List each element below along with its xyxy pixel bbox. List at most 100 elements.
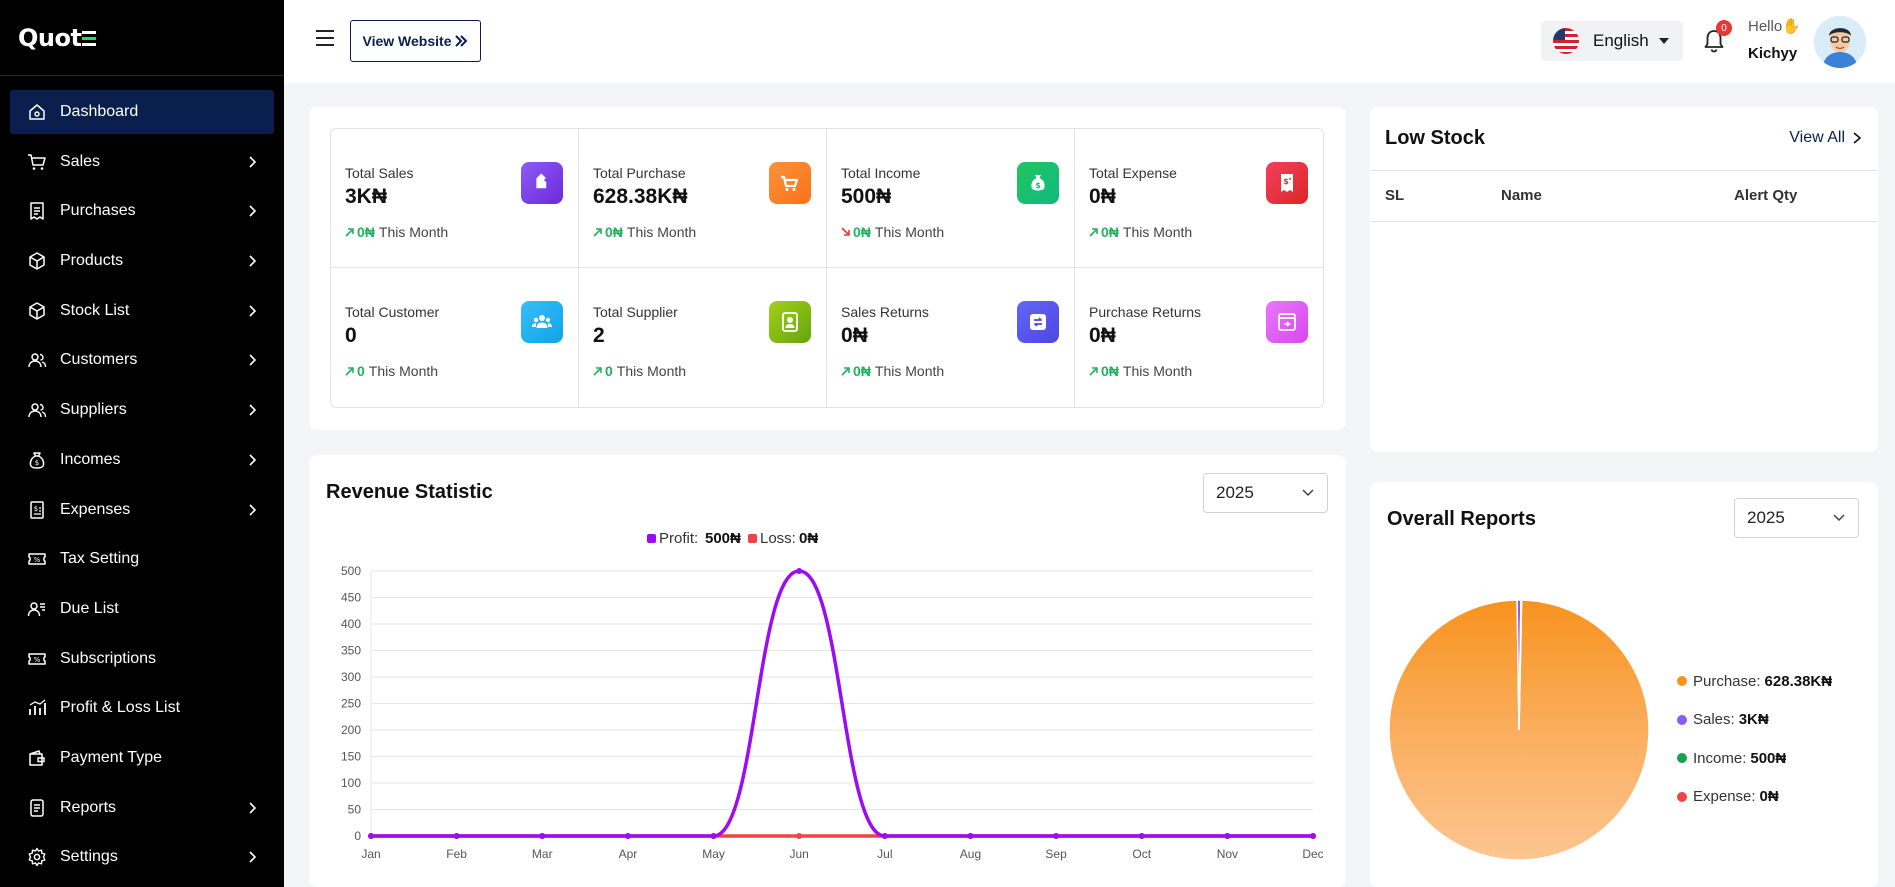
bar-chart-icon xyxy=(29,699,46,716)
sidebar-item-dashboard[interactable]: Dashboard xyxy=(10,90,274,134)
svg-text:$: $ xyxy=(1283,177,1289,186)
sidebar-item-payment-type[interactable]: Payment Type xyxy=(10,736,274,780)
legend-value: 628.38K₦ xyxy=(1764,672,1833,690)
trend-up-icon xyxy=(593,367,602,376)
sidebar-item-expenses[interactable]: $ Expenses xyxy=(10,488,274,532)
overall-year-select[interactable]: 2025 xyxy=(1734,498,1859,538)
legend-value: 0₦ xyxy=(1759,788,1779,806)
return-box-icon xyxy=(1278,313,1296,331)
double-chevron-right-icon xyxy=(455,35,468,47)
chevron-right-icon xyxy=(1853,132,1862,144)
x-tick-label: Jun xyxy=(790,847,809,861)
data-point-profit xyxy=(1224,833,1231,839)
stat-label: Total Income xyxy=(841,165,921,181)
tag-icon xyxy=(536,173,548,189)
data-point-profit xyxy=(539,833,546,839)
return-icon xyxy=(1030,314,1046,330)
svg-text:$: $ xyxy=(35,459,39,467)
chevron-right-icon xyxy=(249,503,257,516)
view-all-link[interactable]: View All xyxy=(1789,129,1864,147)
legend-item-income[interactable]: Income: 500₦ xyxy=(1677,739,1832,778)
sidebar-item-products[interactable]: Products xyxy=(10,239,274,283)
sidebar-item-sales[interactable]: Sales xyxy=(10,140,274,184)
stat-footer: 0 This Month xyxy=(345,363,438,379)
stat-footer: 0₦ This Month xyxy=(345,224,448,240)
stat-icon-badge xyxy=(521,162,563,204)
chevron-down-icon xyxy=(1833,514,1845,522)
sidebar-item-profit-and-loss-list[interactable]: Profit & Loss List xyxy=(10,686,274,730)
cart-icon xyxy=(28,153,46,170)
report-icon xyxy=(30,798,44,817)
svg-text:$: $ xyxy=(34,505,38,513)
stat-icon-badge xyxy=(521,301,563,343)
y-tick-label: 300 xyxy=(341,670,361,684)
stat-tile-total-expense: Total Expense 0₦ 0₦ This Month $ xyxy=(1075,129,1323,268)
data-point-profit xyxy=(624,833,631,839)
avatar-image xyxy=(1814,16,1866,68)
x-tick-label: Nov xyxy=(1217,847,1238,861)
stat-label: Total Customer xyxy=(345,304,440,320)
users-icon xyxy=(28,353,47,368)
sidebar-item-purchases[interactable]: Purchases xyxy=(10,189,274,233)
sidebar-item-due-list[interactable]: Due List xyxy=(10,587,274,631)
y-tick-label: 400 xyxy=(341,617,361,631)
legend-value: 500₦ xyxy=(705,530,741,547)
sidebar-item-tax-setting[interactable]: % Tax Setting xyxy=(10,537,274,581)
pie-slice-income[interactable] xyxy=(1518,599,1523,731)
sidebar-item-stock-list[interactable]: Stock List xyxy=(10,289,274,333)
sidebar-nav: Dashboard Sales Purchases Products Stock Lis… xyxy=(0,76,284,879)
trend-down-icon xyxy=(841,227,850,236)
stat-delta: 0 xyxy=(357,363,365,379)
revenue-line-chart: Profit: 500₦ Loss: 0₦ 0 50 100 150 200 250 300 350 4… xyxy=(341,530,1324,861)
stat-period: This Month xyxy=(626,224,697,240)
sidebar-item-label: Incomes xyxy=(60,450,121,468)
notification-badge: 0 xyxy=(1716,20,1732,36)
svg-text:%: % xyxy=(34,556,41,564)
view-website-button[interactable]: View Website xyxy=(350,20,481,62)
legend-item-sales[interactable]: Sales: 3K₦ xyxy=(1677,701,1832,740)
data-point-profit xyxy=(1310,833,1316,839)
stat-value: 0₦ xyxy=(841,324,868,347)
trend-up-icon xyxy=(345,228,354,237)
stat-delta: 0₦ xyxy=(1101,224,1119,240)
stat-footer: 0₦ This Month xyxy=(841,363,944,379)
language-label: English xyxy=(1593,31,1649,50)
greeting-text: Hello xyxy=(1748,18,1783,35)
menu-toggle-icon[interactable] xyxy=(316,30,334,46)
wallet-icon xyxy=(29,750,45,766)
avatar[interactable] xyxy=(1814,16,1866,68)
chevron-right-icon xyxy=(249,404,257,416)
stat-footer: 0₦ This Month xyxy=(1089,363,1192,379)
logo[interactable]: Quot xyxy=(0,0,284,76)
stat-delta: 0₦ xyxy=(853,224,871,240)
language-selector[interactable]: English xyxy=(1541,21,1683,61)
data-point-profit xyxy=(881,833,888,839)
legend-swatch xyxy=(647,534,656,543)
chevron-right-icon xyxy=(249,305,257,317)
legend-item-purchase[interactable]: Purchase: 628.38K₦ xyxy=(1677,662,1832,701)
sidebar-item-incomes[interactable]: $ Incomes xyxy=(10,438,274,482)
stat-footer: 0₦ This Month xyxy=(593,224,696,240)
sidebar-item-reports[interactable]: Reports xyxy=(10,786,274,830)
data-point-profit xyxy=(368,833,374,839)
sidebar-item-customers[interactable]: Customers xyxy=(10,338,274,382)
column-header-sl: SL xyxy=(1385,187,1405,204)
overall-year-value: 2025 xyxy=(1747,508,1785,527)
sidebar-item-subscriptions[interactable]: % Subscriptions xyxy=(10,637,274,681)
legend-dot xyxy=(1677,791,1687,802)
x-tick-label: Dec xyxy=(1302,847,1323,861)
chevron-right-icon xyxy=(249,354,257,367)
home-icon xyxy=(29,104,45,120)
trend-up-icon xyxy=(1089,228,1098,237)
data-point-profit xyxy=(1138,833,1145,839)
legend-item-expense[interactable]: Expense: 0₦ xyxy=(1677,778,1832,817)
stat-value: 3K₦ xyxy=(345,185,388,208)
sidebar-item-settings[interactable]: Settings xyxy=(10,835,274,879)
logo-text: Quot xyxy=(18,23,82,52)
stat-tile-total-purchase: Total Purchase 628.38K₦ 0₦ This Month xyxy=(579,129,827,268)
legend-swatch xyxy=(748,534,757,543)
data-point-profit xyxy=(453,833,460,839)
sidebar-item-suppliers[interactable]: Suppliers xyxy=(10,388,274,432)
revenue-year-select[interactable]: 2025 xyxy=(1203,473,1328,513)
x-tick-label: Apr xyxy=(619,847,638,861)
